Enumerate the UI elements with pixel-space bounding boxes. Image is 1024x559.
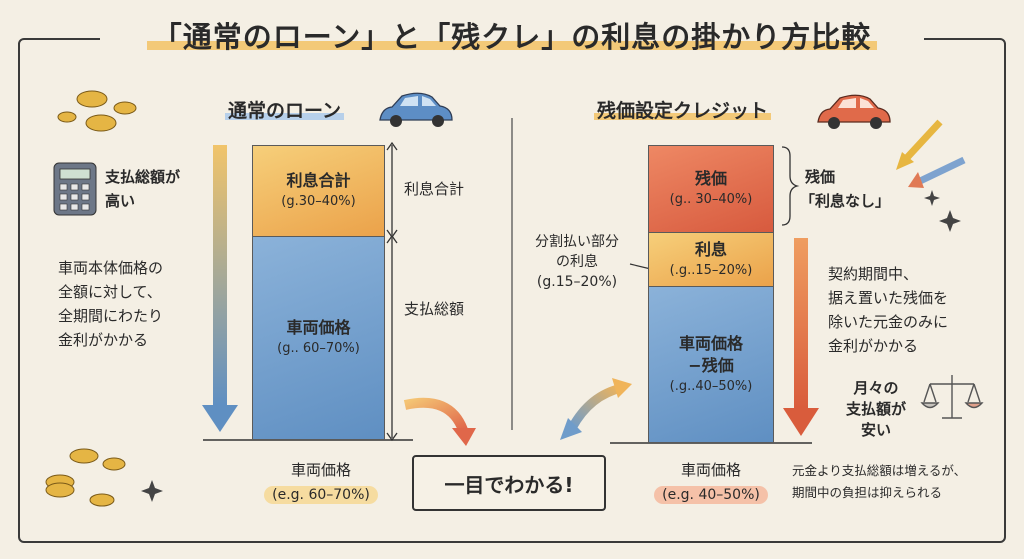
left-brace-total (386, 234, 398, 442)
down-arrow-icon (202, 145, 238, 432)
right-monthly-note: 月々の 支払額が 安い (845, 379, 906, 439)
right-base-label: 車両価格 (680, 461, 741, 479)
right-brace-label-1: 残価 (805, 168, 836, 186)
right-bar-residual-label: 残価 (694, 169, 727, 188)
sparkle-icon (141, 190, 961, 502)
right-bar-residual: 残価 (g.. 30–40%) (648, 145, 774, 233)
right-bar-interest: 利息 (.g..15–20%) (648, 232, 774, 287)
scale-icon (920, 375, 984, 419)
right-brace-label-2: 「利息なし」 (800, 192, 891, 210)
right-base: 車両価格 (e.g. 40–50%) (636, 459, 786, 504)
left-bar-vehicle-label: 車両価格 (286, 318, 351, 337)
right-bar-interest-label: 利息 (694, 239, 727, 259)
coins-icon (45, 448, 126, 507)
right-base-range: (e.g. 40–50%) (654, 486, 768, 504)
left-bar-interest: 利息合計 (g.30–40%) (252, 145, 385, 237)
down-arrow-icon (783, 238, 819, 436)
blue-car-icon (379, 92, 453, 127)
left-bar-interest-range: (g.30–40%) (281, 194, 356, 209)
right-side-desc: 契約期間中、 据え置いた残価を 除いた元金のみに 金利がかかる (828, 265, 949, 355)
left-brace-interest-label: 利息合計 (404, 180, 465, 198)
left-brace-interest (386, 141, 398, 239)
left-heading-text: 通常のローン (225, 100, 345, 122)
right-footnote-line-1: 元金より支払総額は増えるが、 (792, 463, 967, 478)
coins-icon (57, 90, 137, 132)
right-bar-principal-range: (.g..40–50%) (669, 378, 753, 394)
left-side-desc: 車両本体価格の 全額に対して、 全期間にわたり 金利がかかる (58, 259, 164, 349)
summary-box-label: 一目でわかる! (444, 472, 574, 497)
right-bar-principal: 車両価格 −残価 (.g..40–50%) (648, 286, 774, 443)
right-footnote: 元金より支払総額は増えるが、 期間中の負担は抑えられる (792, 460, 1002, 504)
left-bar-vehicle-range: (g.. 60–70%) (277, 341, 360, 356)
right-bar-principal-label: 車両価格 −残価 (678, 333, 743, 375)
right-interest-note: 分割払い部分 の利息 (g.15–20%) (535, 234, 619, 290)
summary-box: 一目でわかる! (412, 455, 606, 511)
left-base: 車両価格 (e.g. 60–70%) (246, 459, 396, 504)
left-bar-interest-label: 利息合計 (286, 171, 351, 190)
left-base-range: (e.g. 60–70%) (264, 486, 378, 504)
double-arrow-icon (560, 378, 632, 440)
left-base-label: 車両価格 (290, 461, 351, 479)
red-car-icon (817, 94, 891, 129)
right-heading-text: 残価設定クレジット (594, 100, 772, 122)
pointer-arrow-icon (896, 119, 966, 188)
right-bar-interest-range: (.g..15–20%) (669, 262, 753, 278)
right-brace-residual (781, 146, 800, 226)
right-bar-residual-range: (g.. 30–40%) (669, 192, 753, 207)
left-heading: 通常のローン (225, 96, 345, 123)
page-title: 「通常のローン」と「残クレ」の利息の掛かり方比較 (146, 20, 878, 54)
calculator-icon (53, 162, 97, 216)
title-container: 「通常のローン」と「残クレ」の利息の掛かり方比較 (100, 12, 924, 66)
left-bar-vehicle: 車両価格 (g.. 60–70%) (252, 236, 385, 440)
left-brace-total-label: 支払総額 (404, 300, 465, 318)
right-footnote-line-2: 期間中の負担は抑えられる (792, 485, 943, 500)
left-side-top-text: 支払総額が 高い (105, 168, 181, 210)
curved-arrow-icon (403, 397, 476, 446)
right-heading: 残価設定クレジット (594, 96, 772, 123)
